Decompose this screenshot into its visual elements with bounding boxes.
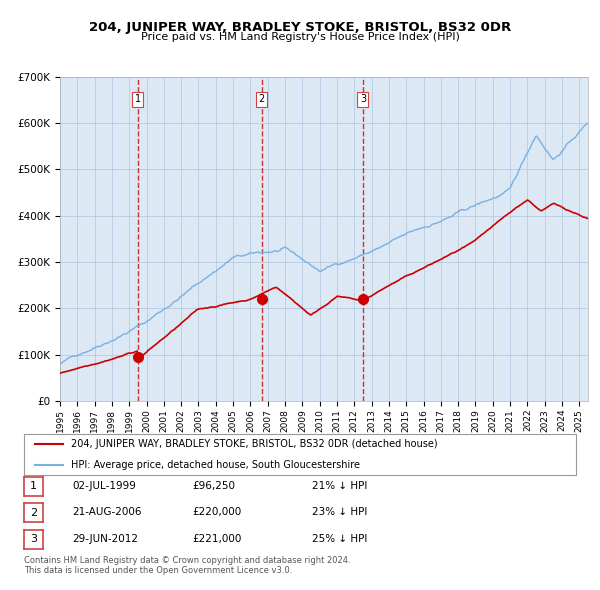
Text: £220,000: £220,000 <box>192 507 241 517</box>
Text: 21-AUG-2006: 21-AUG-2006 <box>72 507 142 517</box>
Text: 29-JUN-2012: 29-JUN-2012 <box>72 534 138 543</box>
Text: 1: 1 <box>135 94 141 104</box>
Text: 02-JUL-1999: 02-JUL-1999 <box>72 481 136 490</box>
Text: 21% ↓ HPI: 21% ↓ HPI <box>312 481 367 490</box>
Text: 204, JUNIPER WAY, BRADLEY STOKE, BRISTOL, BS32 0DR (detached house): 204, JUNIPER WAY, BRADLEY STOKE, BRISTOL… <box>71 439 437 449</box>
Text: 204, JUNIPER WAY, BRADLEY STOKE, BRISTOL, BS32 0DR: 204, JUNIPER WAY, BRADLEY STOKE, BRISTOL… <box>89 21 511 34</box>
Text: 25% ↓ HPI: 25% ↓ HPI <box>312 534 367 543</box>
Text: Price paid vs. HM Land Registry's House Price Index (HPI): Price paid vs. HM Land Registry's House … <box>140 32 460 42</box>
Text: 3: 3 <box>360 94 366 104</box>
Text: HPI: Average price, detached house, South Gloucestershire: HPI: Average price, detached house, Sout… <box>71 460 360 470</box>
Text: 1: 1 <box>30 481 37 491</box>
Text: £96,250: £96,250 <box>192 481 235 490</box>
Text: 3: 3 <box>30 535 37 544</box>
Text: 2: 2 <box>259 94 265 104</box>
Text: Contains HM Land Registry data © Crown copyright and database right 2024.
This d: Contains HM Land Registry data © Crown c… <box>24 556 350 575</box>
Text: 23% ↓ HPI: 23% ↓ HPI <box>312 507 367 517</box>
Text: 2: 2 <box>30 508 37 517</box>
Text: £221,000: £221,000 <box>192 534 241 543</box>
